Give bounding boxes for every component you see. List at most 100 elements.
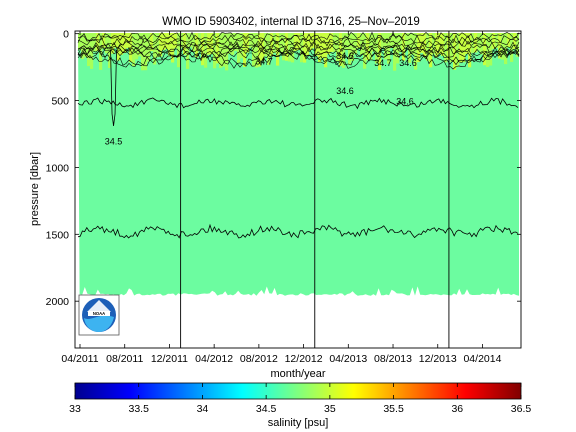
surface-cell	[426, 33, 430, 61]
surface-cell	[336, 33, 340, 62]
surface-contour-line	[77, 46, 520, 56]
surface-cell	[303, 33, 307, 63]
surface-cell	[102, 33, 106, 49]
y-tick-label: 2000	[46, 296, 70, 308]
surface-cell	[507, 33, 511, 48]
surface-cell	[450, 33, 454, 63]
surface-cell	[156, 33, 160, 58]
surface-cell	[351, 33, 355, 62]
x-axis-label: month/year	[270, 368, 325, 380]
surface-cell	[363, 33, 367, 69]
surface-cell	[453, 33, 457, 70]
x-tick-label: 12/2012	[285, 353, 323, 365]
x-tick-label: 04/2012	[195, 353, 233, 365]
surface-cell	[114, 33, 118, 48]
y-tick-label: 1000	[46, 162, 70, 174]
surface-cell	[288, 33, 292, 62]
colorbar-tick-label: 35	[324, 403, 336, 415]
surface-cell	[477, 33, 481, 51]
colorbar-tick-label: 34	[197, 403, 209, 415]
surface-contour-line	[77, 47, 520, 67]
colorbar	[74, 382, 522, 400]
surface-cell	[105, 33, 109, 54]
surface-cell	[78, 33, 82, 50]
surface-cell	[486, 33, 490, 67]
surface-cell	[306, 33, 310, 56]
surface-cell	[357, 33, 361, 48]
surface-cell	[408, 33, 412, 63]
surface-cell	[96, 33, 100, 51]
contour-label: 34.7	[374, 58, 392, 68]
surface-cell	[252, 33, 256, 67]
x-tick-label: 08/2012	[240, 353, 278, 365]
x-tick-label: 04/2014	[463, 353, 501, 365]
surface-cell	[390, 33, 394, 49]
surface-cell	[165, 33, 169, 50]
surface-cell	[294, 33, 298, 51]
surface-cell	[480, 33, 484, 55]
surface-cell	[483, 33, 487, 66]
surface-cell	[135, 33, 139, 60]
surface-cell	[240, 33, 244, 59]
y-tick-label: 1500	[46, 229, 70, 241]
surface-cell	[411, 33, 415, 55]
surface-cell	[321, 33, 325, 59]
surface-contour-line	[77, 31, 520, 41]
surface-contour-line	[77, 50, 520, 70]
surface-cell	[222, 33, 226, 67]
surface-cell	[489, 33, 493, 66]
surface-cell	[225, 33, 229, 71]
surface-cell	[264, 33, 268, 57]
surface-cell	[297, 33, 301, 50]
surface-cell	[348, 33, 352, 65]
surface-cell	[186, 33, 190, 69]
noaa-logo: NOAA	[78, 294, 120, 336]
colorbar-tick-label: 33.5	[128, 403, 149, 415]
surface-cell	[429, 33, 433, 68]
surface-cell	[438, 33, 442, 55]
surface-cell	[372, 33, 376, 52]
x-tick-label: 08/2013	[374, 353, 412, 365]
surface-cell	[345, 33, 349, 50]
surface-cell	[81, 33, 85, 60]
surface-contours	[77, 31, 520, 70]
surface-cell	[354, 33, 358, 55]
y-tick-label: 500	[51, 96, 69, 108]
surface-cell	[84, 33, 88, 58]
surface-cell	[201, 33, 205, 66]
colorbar-tick-label: 34.5	[256, 403, 277, 415]
surface-cell	[255, 33, 259, 68]
contour-label: 34.5	[105, 137, 123, 147]
contour-label: 34.7	[255, 56, 273, 66]
colorbar-tick-label: 35.5	[383, 403, 404, 415]
contour-label: 34.6	[396, 97, 414, 107]
contour-34-5	[77, 223, 519, 239]
surface-cell	[399, 33, 403, 53]
x-tick-label: 12/2013	[419, 353, 457, 365]
surface-cell	[513, 33, 517, 50]
surface-cell	[498, 33, 502, 59]
surface-cell	[147, 33, 151, 62]
x-tick-label: 04/2013	[329, 353, 367, 365]
contour-spike-34-5	[110, 49, 117, 127]
contour-34-6	[77, 97, 519, 110]
svg-text:NOAA: NOAA	[93, 311, 105, 316]
surface-cell	[216, 33, 220, 64]
contour-labels: 34.5 34.6 34.6 34.7 34.6 34.7 34.6	[105, 51, 417, 147]
plot-frame	[74, 30, 522, 349]
surface-contour-line	[77, 49, 520, 59]
surface-cell	[471, 33, 475, 53]
surface-cell	[459, 33, 463, 63]
surface-cell	[231, 33, 235, 55]
surface-cell	[312, 33, 316, 49]
surface-cell	[375, 33, 379, 64]
surface-cell	[168, 33, 172, 56]
surface-cell	[501, 33, 505, 60]
surface-cell	[309, 33, 313, 51]
surface-cell	[210, 33, 214, 55]
year-boundary-lines	[180, 31, 450, 348]
x-axis: 04/2011 08/2011 12/2011 04/2012 08/2012 12/20…	[61, 31, 502, 365]
surface-cell	[111, 33, 115, 54]
surface-cell	[159, 33, 163, 57]
